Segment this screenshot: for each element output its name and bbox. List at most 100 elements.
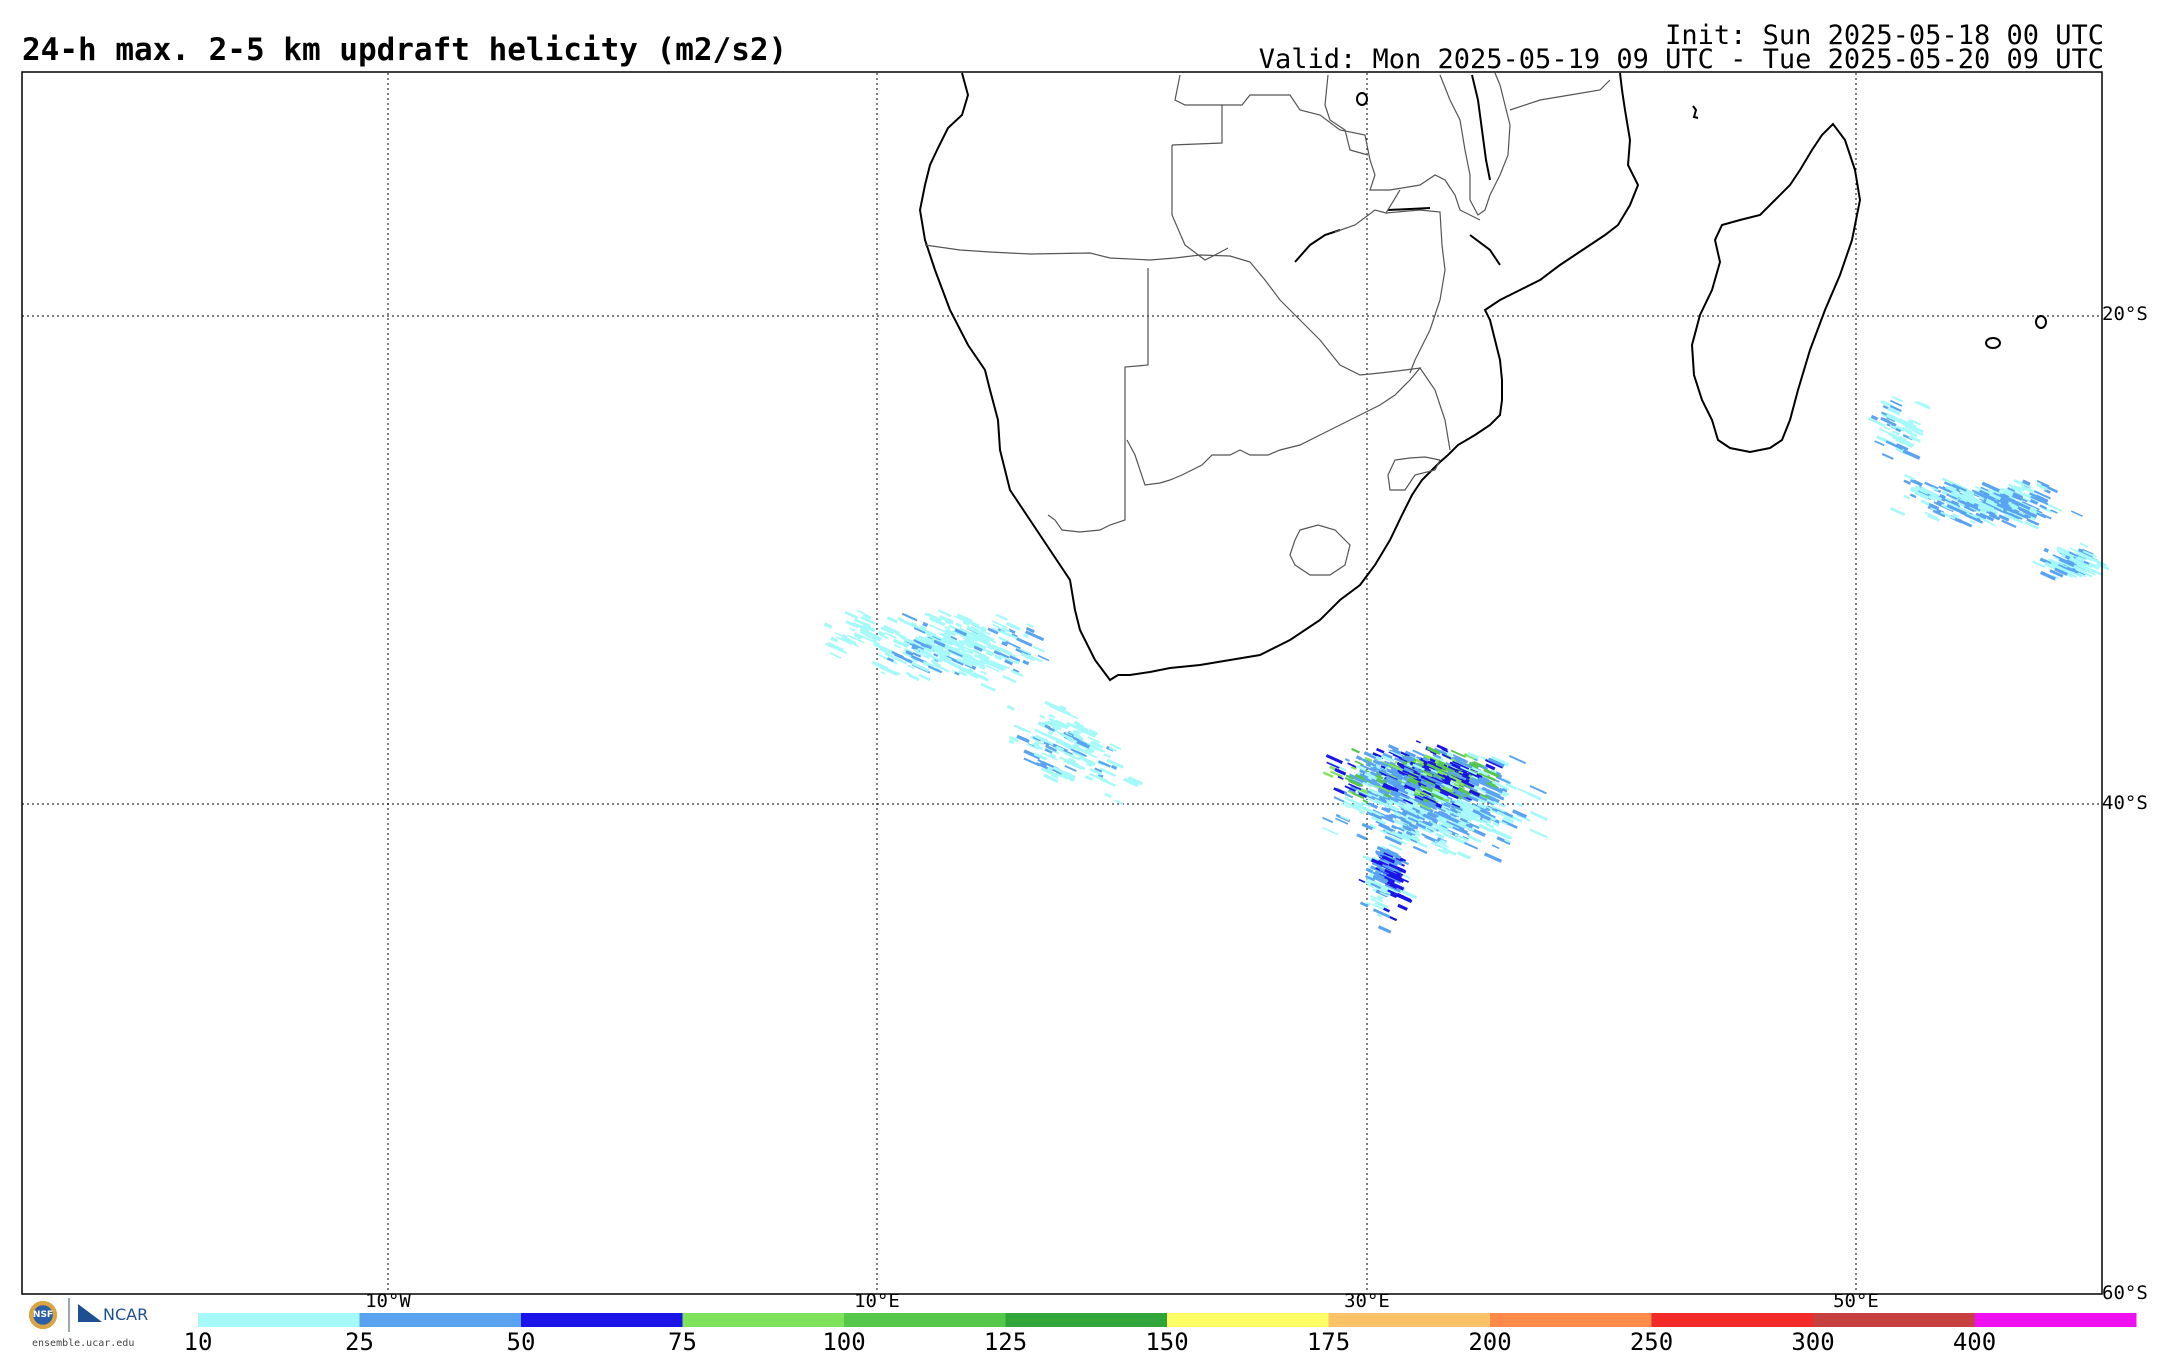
helicity-streak [1874,440,1885,447]
helicity-streak [1358,878,1366,884]
helicity-streak [1958,507,1970,514]
helicity-streak [1467,834,1482,844]
helicity-streak [1382,782,1399,793]
helicity-streak [1402,769,1419,779]
helicity-streak [989,660,996,664]
helicity-streak [985,651,993,657]
helicity-streak [1385,799,1393,805]
helicity-streak [1010,669,1024,678]
helicity-streak [1326,761,1340,769]
helicity-streak [1322,816,1334,824]
helicity-streak [1503,811,1514,818]
helicity-streak [939,633,949,639]
helicity-streak [1420,776,1435,784]
helicity-streak [1364,756,1373,763]
helicity-streak [1087,736,1101,744]
helicity-streak [947,649,963,658]
helicity-streak [1359,773,1369,780]
helicity-streak [1064,751,1081,761]
helicity-streak [1025,626,1035,634]
helicity-streak [998,636,1010,644]
helicity-streak [1347,762,1357,768]
helicity-streak [1992,514,2001,520]
colorbar-swatch [1651,1313,1814,1327]
helicity-streak [1040,767,1059,778]
helicity-streak [895,671,901,676]
helicity-streak [1022,659,1030,666]
helicity-streak [1981,481,2000,493]
lon-label-10e: 10°E [854,1290,900,1312]
helicity-streak [1516,802,1523,808]
helicity-streak [1927,502,1940,510]
helicity-streak [958,670,968,677]
helicity-streak [1491,780,1509,791]
helicity-streak [1903,479,1912,485]
helicity-streak [1472,803,1488,812]
helicity-streak [891,650,904,659]
lon-label-30e: 30°E [1344,1290,1390,1312]
helicity-streak [1366,790,1379,797]
helicity-streak [1867,417,1886,428]
helicity-streak [1059,756,1073,764]
helicity-streak [1881,453,1894,460]
helicity-streak [1365,875,1376,882]
helicity-streak [1463,753,1476,760]
helicity-streak [1083,749,1091,754]
helicity-streak [1460,766,1478,776]
helicity-streak [1430,841,1448,851]
helicity-streak [968,620,980,627]
lake-kariba [1294,229,1341,263]
helicity-streak [1970,491,1984,499]
helicity-streak [1406,762,1420,771]
helicity-streak [1895,427,1902,433]
helicity-streak [1084,745,1095,753]
helicity-streak [1994,507,2002,512]
helicity-streak [1890,399,1903,407]
helicity-streak [1068,744,1075,750]
helicity-streak [1996,502,2015,514]
helicity-streak [853,618,872,628]
helicity-streak [1011,633,1018,638]
helicity-streak [930,646,944,655]
helicity-streak [2075,568,2084,575]
helicity-streak [1383,857,1398,867]
helicity-streak [2000,498,2009,505]
lat-label-20s: 20°S [2102,303,2148,325]
helicity-streak [1339,815,1350,821]
helicity-streak [1892,430,1900,436]
helicity-streak [1394,757,1404,764]
colorbar-label: 200 [1468,1328,1512,1356]
helicity-streak [1485,758,1504,769]
helicity-streak [877,630,886,637]
helicity-streak [960,633,975,642]
helicity-streak [929,624,945,633]
helicity-streak [1379,891,1390,898]
colorbar [198,1313,2137,1327]
helicity-streak [1020,652,1036,662]
helicity-streak [1491,844,1500,850]
lat-label-40s: 40°S [2102,792,2148,814]
helicity-streak [844,611,859,620]
helicity-streak [1952,513,1960,519]
helicity-streak [1428,767,1439,774]
helicity-streak [1432,773,1443,781]
helicity-streak [963,636,975,644]
helicity-streak [1414,795,1425,803]
helicity-streak [923,654,930,660]
helicity-streak [1372,908,1391,919]
helicity-streak [920,636,926,642]
helicity-streak [1043,741,1050,746]
helicity-streak [1067,775,1076,781]
helicity-streak [1941,503,1953,511]
helicity-streak [970,648,987,658]
helicity-streak [972,630,980,636]
helicity-streak [1441,789,1459,800]
helicity-streak [936,645,944,650]
helicity-streak [1435,782,1445,788]
helicity-streak [1433,810,1453,821]
helicity-streak [2049,563,2063,572]
helicity-streak [1908,435,1921,443]
helicity-streak [1098,760,1111,768]
helicity-streak [1502,777,1510,783]
helicity-streak [985,664,1000,673]
